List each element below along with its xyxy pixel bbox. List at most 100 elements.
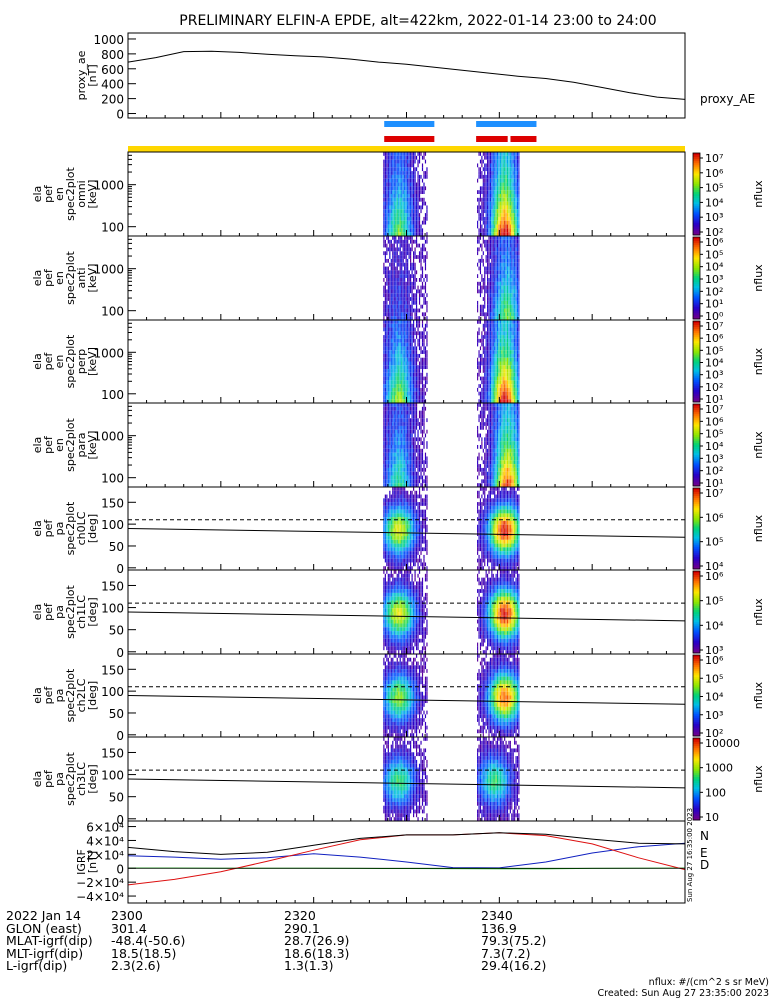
anti-spectrogram-cell (390, 300, 392, 305)
perp-spectrogram-cell (395, 350, 397, 354)
omni-spectrogram-cell (512, 155, 514, 160)
para-spectrogram-cell (393, 448, 395, 453)
para-spectrogram-cell (401, 414, 403, 419)
perp-spectrogram-cell (504, 331, 506, 336)
perp-spectrogram-cell (414, 353, 416, 358)
anti-colorbar-segment (693, 278, 700, 281)
anti-spectrogram-cell (398, 239, 400, 244)
para-spectrogram-cell (498, 425, 500, 430)
omni-spectrogram-cell (498, 220, 500, 225)
para-spectrogram-cell (390, 406, 392, 411)
anti-spectrogram-cell (488, 251, 490, 256)
perp-spectrogram-cell (494, 357, 496, 362)
para-spectrogram-cell (508, 414, 510, 419)
anti-colorbar-segment (693, 308, 700, 312)
para-spectrogram-cell (402, 460, 404, 465)
para-spectrogram-cell (494, 422, 496, 426)
anti-spectrogram-cell (506, 300, 509, 305)
omni-spectrogram-cell (492, 220, 494, 225)
perp-spectrogram-cell (421, 395, 424, 400)
omni-spectrogram-cell (393, 213, 395, 217)
perp-spectrogram-cell (401, 320, 403, 324)
anti-spectrogram-cell (515, 236, 517, 240)
anti-spectrogram-cell (488, 285, 490, 290)
perp-spectrogram-cell (410, 387, 412, 392)
para-spectrogram-cell (401, 448, 403, 453)
para-spectrogram-cell (390, 464, 392, 468)
perp-spectrogram-cell (492, 361, 494, 366)
anti-spectrogram-cell (420, 247, 422, 252)
omni-spectrogram-cell (479, 171, 482, 175)
perp-spectrogram-cell (404, 353, 406, 358)
perp-spectrogram-cell (512, 335, 514, 339)
omni-spectrogram-cell (410, 171, 412, 175)
perp-spectrogram-cell (515, 376, 517, 381)
anti-spectrogram-cell (492, 312, 494, 317)
para-spectrogram-cell (505, 414, 507, 419)
omni-spectrogram-cell (411, 186, 413, 191)
para-spectrogram-cell (384, 448, 386, 453)
anti-colorbar-segment (693, 300, 700, 304)
perp-spectrogram-cell (405, 380, 407, 385)
anti-spectrogram-cell (423, 258, 425, 263)
omni-spectrogram-cell (407, 209, 409, 214)
perp-colorbar-segment (693, 387, 700, 391)
anti-spectrogram-cell (418, 251, 421, 256)
omni-spectrogram-cell (485, 163, 487, 168)
perp-spectrogram-cell (395, 346, 397, 351)
anti-spectrogram-cell (402, 316, 404, 320)
para-spectrogram-cell (489, 467, 491, 472)
para-spectrogram-cell (386, 467, 388, 472)
para-spectrogram-cell (511, 410, 513, 415)
anti-spectrogram-cell (392, 316, 394, 320)
perp-spectrogram-cell (396, 331, 398, 336)
para-spectrogram-cell (405, 456, 407, 461)
para-spectrogram-cell (395, 479, 397, 484)
perp-spectrogram-cell (478, 384, 480, 388)
omni-spectrogram-cell (413, 216, 415, 221)
anti-spectrogram-cell (386, 300, 388, 305)
para-spectrogram-cell (484, 406, 486, 411)
perp-spectrogram-cell (509, 320, 511, 324)
omni-spectrogram-cell (407, 159, 409, 164)
perp-spectrogram-cell (512, 357, 514, 362)
perp-spectrogram-cell (506, 342, 509, 347)
anti-spectrogram-cell (514, 262, 516, 267)
omni-spectrogram-cell (402, 209, 404, 214)
omni-spectrogram-cell (478, 209, 480, 214)
anti-spectrogram-cell (514, 293, 516, 298)
omni-spectrogram-cell (386, 232, 388, 236)
omni-spectrogram-cell (396, 213, 398, 217)
para-spectrogram-cell (479, 445, 482, 449)
anti-spectrogram-cell (508, 236, 510, 240)
omni-colorbar-segment (693, 220, 700, 224)
omni-spectrogram-cell (508, 197, 510, 202)
perp-colorbar-label: 10⁵ (705, 344, 723, 357)
perp-spectrogram-cell (511, 372, 513, 377)
para-spectrogram-cell (489, 433, 491, 438)
anti-spectrogram-cell (491, 236, 493, 240)
omni-colorbar-segment (693, 171, 700, 174)
perp-spectrogram-cell (387, 335, 389, 339)
para-spectrogram-cell (410, 429, 412, 434)
perp-spectrogram-cell (499, 372, 501, 377)
perp-spectrogram-cell (502, 346, 504, 351)
perp-spectrogram-cell (386, 338, 388, 343)
perp-spectrogram-cell (414, 372, 416, 377)
anti-spectrogram-cell (504, 304, 506, 309)
perp-spectrogram-cell (479, 384, 482, 388)
perp-spectrogram-cell (508, 395, 510, 400)
anti-spectrogram-cell (417, 289, 419, 294)
omni-spectrogram-cell (387, 163, 389, 168)
perp-spectrogram-cell (410, 323, 412, 328)
omni-spectrogram-cell (421, 186, 424, 191)
omni-spectrogram-cell (504, 171, 506, 175)
omni-spectrogram-cell (414, 205, 416, 210)
para-spectrogram-cell (499, 418, 501, 423)
omni-spectrogram-cell (398, 232, 400, 236)
perp-spectrogram-cell (396, 384, 398, 388)
anti-spectrogram-cell (390, 270, 392, 275)
omni-colorbar-segment (693, 153, 700, 156)
perp-spectrogram-cell (491, 335, 493, 339)
perp-colorbar-segment (693, 367, 700, 371)
